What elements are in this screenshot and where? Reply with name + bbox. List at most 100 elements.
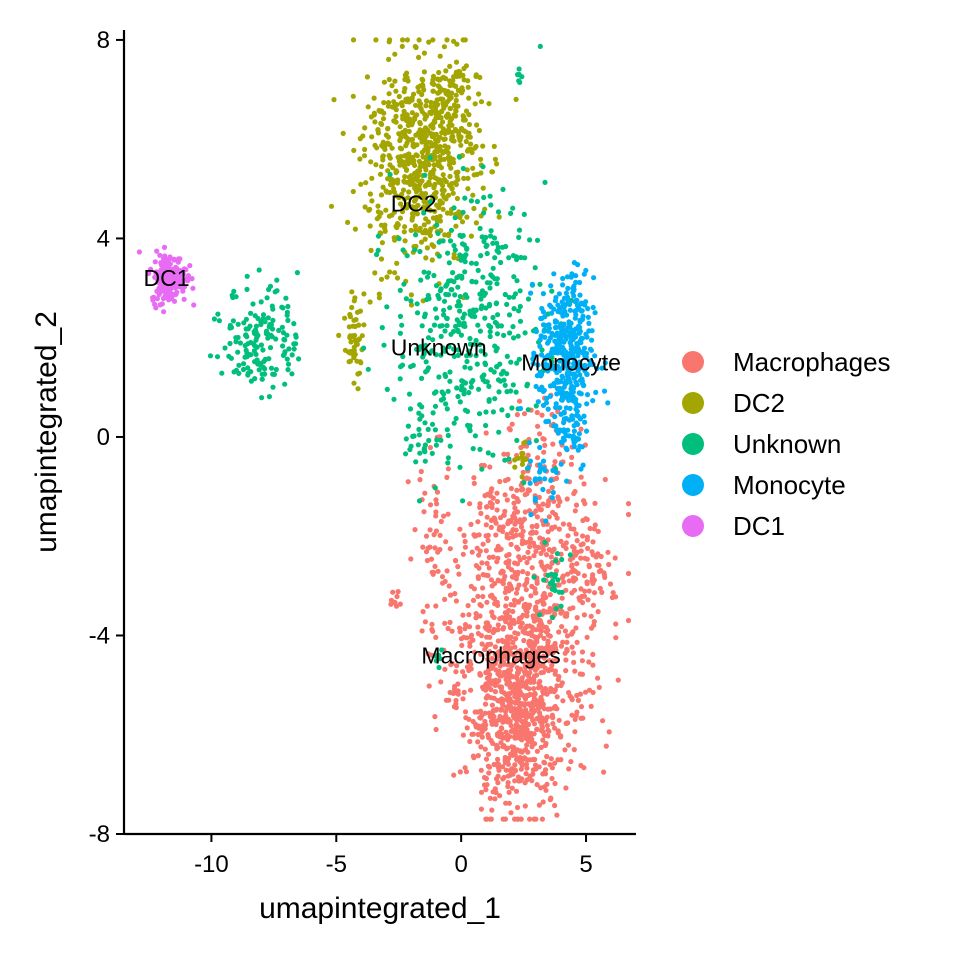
point (517, 288, 523, 294)
point (375, 209, 381, 215)
point (440, 172, 446, 178)
point (540, 653, 546, 660)
point (419, 404, 425, 410)
point (519, 762, 525, 768)
point (489, 807, 495, 813)
point (153, 269, 159, 275)
point (400, 37, 406, 43)
point (435, 568, 441, 574)
point (563, 334, 569, 340)
point (450, 190, 456, 196)
point (414, 310, 421, 316)
point (591, 622, 597, 628)
point (498, 570, 504, 576)
point (441, 391, 447, 397)
point (454, 303, 460, 309)
point (389, 145, 395, 151)
point (533, 766, 539, 772)
point (453, 598, 459, 604)
point (490, 740, 496, 747)
point (553, 423, 559, 429)
point (440, 150, 446, 156)
point (420, 82, 426, 88)
point (504, 389, 510, 395)
point (415, 186, 421, 192)
point (553, 558, 559, 564)
point (235, 321, 241, 327)
point (443, 68, 449, 74)
point (433, 603, 439, 609)
point (431, 272, 437, 279)
point (420, 191, 426, 197)
point (483, 756, 490, 762)
point (427, 350, 433, 356)
point (478, 305, 484, 312)
point (497, 361, 503, 367)
point (521, 637, 527, 644)
point (410, 362, 416, 368)
point (577, 292, 583, 298)
point (465, 186, 471, 192)
point (436, 295, 442, 301)
point (532, 741, 538, 747)
point (471, 475, 477, 481)
point (475, 322, 481, 328)
point (550, 489, 556, 496)
point (433, 442, 439, 448)
point (437, 123, 444, 129)
point (571, 286, 577, 292)
point (477, 504, 483, 510)
point (542, 665, 548, 671)
point (471, 480, 477, 486)
point (494, 331, 500, 337)
point (511, 274, 517, 280)
point (571, 375, 577, 381)
point (502, 672, 508, 678)
y-axis-title: umapintegrated_2 (30, 311, 63, 553)
point (545, 733, 551, 739)
point (402, 174, 408, 180)
point (562, 747, 568, 753)
point (445, 432, 451, 439)
point (494, 657, 500, 663)
point (575, 570, 581, 577)
point (613, 621, 619, 627)
point (479, 734, 485, 740)
point (578, 474, 584, 480)
point (421, 509, 427, 515)
point (483, 422, 489, 429)
point (519, 541, 525, 547)
point (545, 638, 551, 644)
point (457, 293, 463, 300)
point (285, 317, 291, 323)
point (495, 780, 501, 786)
point (550, 441, 556, 447)
point (359, 333, 365, 339)
point (585, 306, 591, 312)
point (527, 651, 533, 657)
point (382, 146, 388, 152)
point (525, 464, 532, 471)
point (453, 97, 459, 104)
point (455, 347, 461, 353)
point (433, 352, 439, 358)
point (417, 127, 423, 133)
point (433, 634, 439, 641)
point (449, 628, 455, 634)
point (386, 39, 392, 45)
point (503, 800, 509, 806)
point (579, 671, 586, 677)
point (181, 296, 187, 302)
point (543, 718, 549, 724)
point (530, 356, 536, 362)
point (459, 642, 465, 649)
point (514, 804, 521, 811)
point (554, 683, 560, 689)
point (510, 639, 516, 646)
point (244, 334, 250, 340)
point (582, 501, 588, 507)
point (447, 546, 453, 552)
point (500, 718, 506, 725)
point (441, 307, 447, 313)
point (547, 619, 553, 625)
